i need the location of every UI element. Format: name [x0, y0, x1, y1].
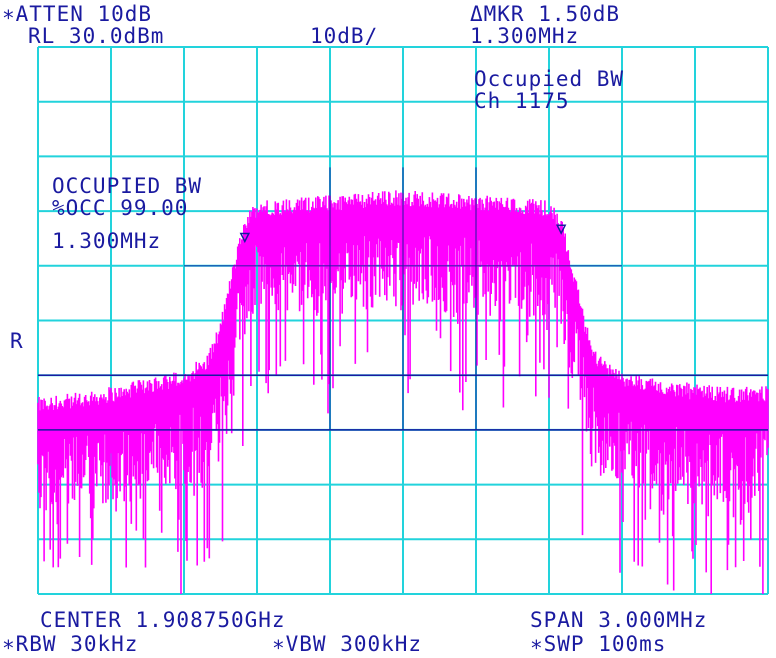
- marker-group: [239, 224, 567, 244]
- reference-level-label: RL 30.0dBm: [28, 24, 165, 48]
- marker-delta-label: ΔMKR 1.50dB: [470, 2, 621, 26]
- occupied-percent-label: %OCC 99.00: [52, 196, 189, 220]
- attenuation-label: ∗ATTEN 10dB: [2, 2, 153, 26]
- reference-lines: [38, 167, 768, 431]
- reference-marker-label: R: [10, 329, 24, 353]
- measurement-title: Occupied BW: [474, 67, 625, 91]
- marker-frequency-label: 1.300MHz: [470, 24, 580, 48]
- occupied-bw-title: OCCUPIED BW: [52, 174, 203, 198]
- span-label: SPAN 3.000MHz: [530, 608, 708, 632]
- vbw-label: ∗VBW 300kHz: [272, 632, 423, 656]
- trace-noise-path: [37, 190, 769, 594]
- obw-marker-1: [555, 224, 567, 235]
- spectrum-trace: [37, 190, 769, 594]
- center-frequency-label: CENTER 1.908750GHz: [40, 608, 286, 632]
- sweep-label: ∗SWP 100ms: [530, 632, 667, 656]
- scale-label: 10dB∕: [310, 24, 379, 48]
- rbw-label: ∗RBW 30kHz: [2, 632, 139, 656]
- channel-label: Ch 1175: [474, 89, 570, 113]
- obw-marker-0: [239, 232, 251, 244]
- occupied-bw-value: 1.300MHz: [52, 229, 162, 253]
